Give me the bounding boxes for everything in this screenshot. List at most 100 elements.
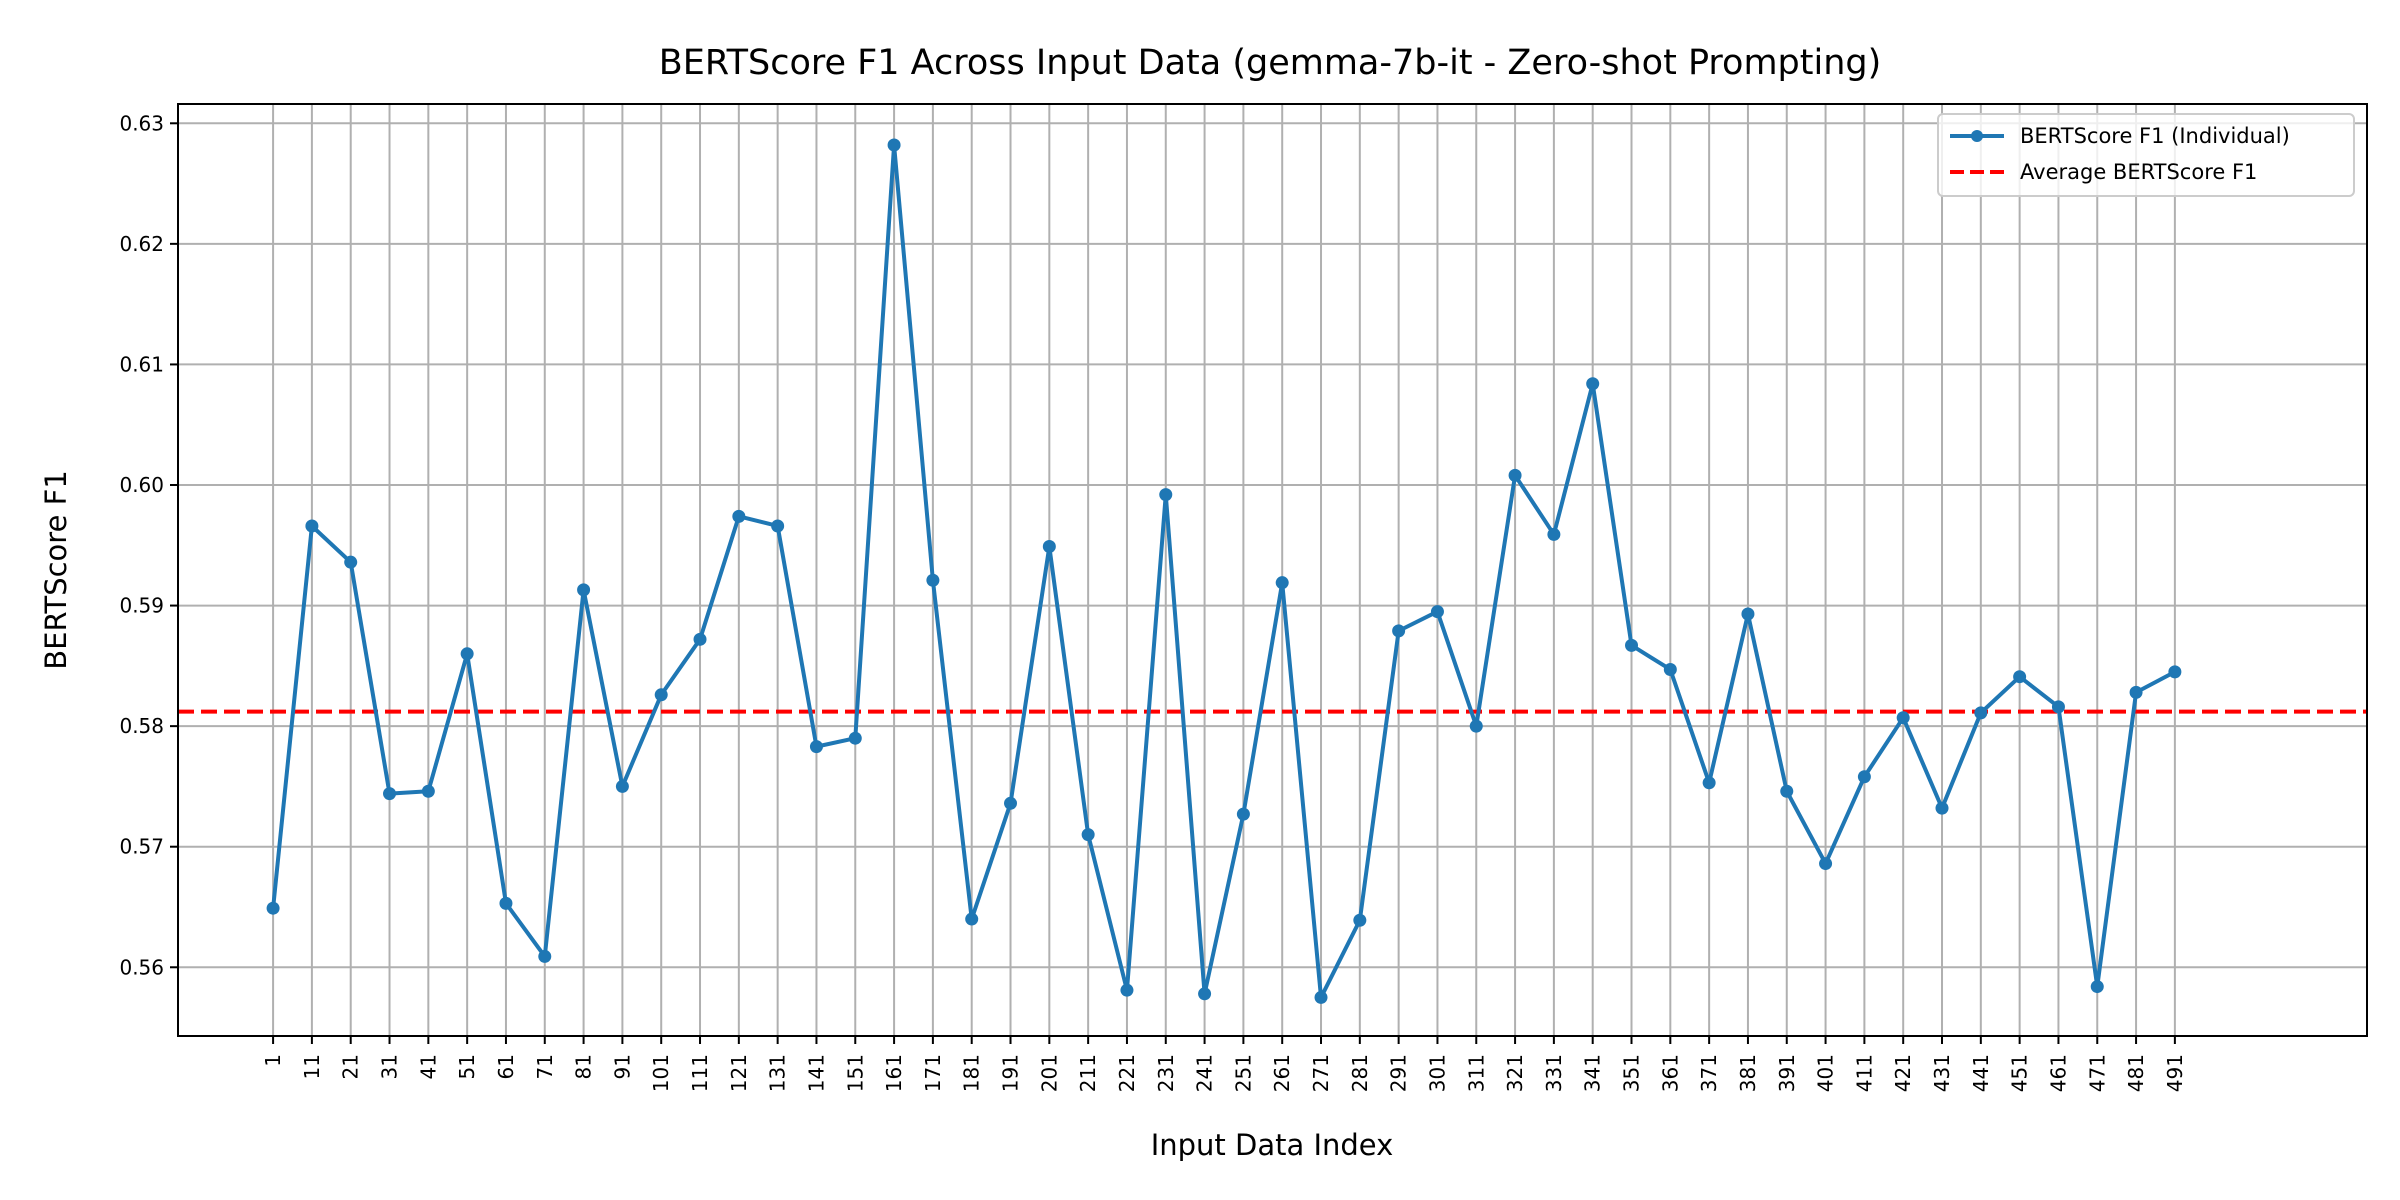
data-point: [926, 573, 940, 587]
data-point: [848, 731, 862, 745]
data-point: [809, 740, 823, 754]
x-tick-label: 471: [2085, 1054, 2109, 1092]
x-tick-label: 491: [2163, 1054, 2187, 1092]
x-tick-label: 11: [300, 1054, 324, 1079]
data-point: [693, 632, 707, 646]
data-point: [2129, 685, 2143, 699]
data-point: [1120, 983, 1134, 997]
x-tick-label: 281: [1348, 1054, 1372, 1092]
data-point: [1198, 987, 1212, 1001]
x-tick-label: 141: [804, 1054, 828, 1092]
data-point: [344, 555, 358, 569]
y-tick-label: 0.59: [119, 594, 164, 618]
y-tick-label: 0.57: [119, 835, 164, 859]
data-point: [421, 784, 435, 798]
y-tick-label: 0.62: [119, 232, 164, 256]
data-point: [1702, 776, 1716, 790]
data-point: [1430, 605, 1444, 619]
data-point: [1547, 527, 1561, 541]
x-tick-label: 351: [1620, 1054, 1644, 1092]
data-point: [1857, 770, 1871, 784]
legend-label-individual: BERTScore F1 (Individual): [2020, 124, 2290, 148]
data-point: [577, 583, 591, 597]
data-point: [1935, 801, 1949, 815]
data-point: [499, 896, 513, 910]
y-axis-ticks: 0.56 0.57 0.58 0.59 0.60 0.61 0.62 0.63: [119, 111, 178, 979]
x-tick-label: 481: [2124, 1054, 2148, 1092]
x-tick-label: 221: [1115, 1054, 1139, 1092]
data-point: [1392, 624, 1406, 638]
x-tick-label: 51: [455, 1054, 479, 1079]
x-tick-label: 311: [1464, 1054, 1488, 1092]
y-tick-label: 0.63: [119, 111, 164, 135]
data-point: [1819, 857, 1833, 871]
data-point: [2013, 670, 2027, 684]
x-tick-label: 271: [1309, 1054, 1333, 1092]
x-tick-label: 461: [2046, 1054, 2070, 1092]
data-point: [2168, 665, 2182, 679]
y-tick-label: 0.56: [119, 955, 164, 979]
x-tick-label: 101: [649, 1054, 673, 1092]
grid: [178, 104, 2367, 1036]
data-point: [1741, 607, 1755, 621]
x-tick-label: 371: [1697, 1054, 1721, 1092]
data-point: [2090, 980, 2104, 994]
legend-box: [1937, 113, 2355, 197]
data-point: [771, 519, 785, 533]
data-point: [383, 787, 397, 801]
x-tick-label: 331: [1542, 1054, 1566, 1092]
x-tick-label: 401: [1814, 1054, 1838, 1092]
x-tick-label: 161: [882, 1054, 906, 1092]
data-point: [266, 901, 280, 915]
x-tick-label: 31: [378, 1054, 402, 1079]
data-point: [1159, 488, 1173, 502]
x-tick-label: 391: [1775, 1054, 1799, 1092]
series-line-individual: [271, 142, 2176, 1000]
x-tick-label: 1: [261, 1054, 285, 1067]
data-point: [1469, 719, 1483, 733]
x-tick-label: 341: [1581, 1054, 1605, 1092]
data-point: [1275, 576, 1289, 590]
x-tick-label: 321: [1503, 1054, 1527, 1092]
x-tick-label: 81: [572, 1054, 596, 1079]
x-tick-label: 91: [610, 1054, 634, 1079]
data-point: [732, 509, 746, 523]
x-tick-label: 291: [1387, 1054, 1411, 1092]
x-tick-label: 241: [1193, 1054, 1217, 1092]
x-tick-label: 171: [921, 1054, 945, 1092]
data-point: [654, 688, 668, 702]
x-tick-label: 201: [1037, 1054, 1061, 1092]
x-tick-label: 211: [1076, 1054, 1100, 1092]
x-tick-label: 411: [1852, 1054, 1876, 1092]
x-tick-label: 61: [494, 1054, 518, 1079]
x-tick-label: 21: [339, 1054, 363, 1079]
data-point: [615, 779, 629, 793]
data-point: [1625, 638, 1639, 652]
data-point: [1508, 468, 1522, 482]
data-point: [1974, 706, 1988, 720]
x-tick-label: 191: [999, 1054, 1023, 1092]
x-tick-label: 151: [843, 1054, 867, 1092]
data-point: [460, 647, 474, 661]
legend-marker-individual: [1971, 130, 1983, 142]
x-tick-label: 121: [727, 1054, 751, 1092]
x-tick-label: 131: [766, 1054, 790, 1092]
legend: BERTScore F1 (Individual) Average BERTSc…: [1937, 113, 2355, 197]
data-point: [1236, 807, 1250, 821]
data-point: [1586, 377, 1600, 391]
data-point: [1896, 711, 1910, 725]
y-tick-label: 0.58: [119, 714, 164, 738]
x-tick-label: 111: [688, 1054, 712, 1092]
legend-label-average: Average BERTScore F1: [2020, 160, 2257, 184]
x-tick-label: 451: [2008, 1054, 2032, 1092]
x-tick-label: 431: [1930, 1054, 1954, 1092]
data-point: [1780, 784, 1794, 798]
y-tick-label: 0.61: [119, 352, 164, 376]
data-point: [1004, 796, 1018, 810]
x-tick-label: 381: [1736, 1054, 1760, 1092]
data-point: [2051, 700, 2065, 714]
data-point: [538, 949, 552, 963]
chart-title: BERTScore F1 Across Input Data (gemma-7b…: [659, 43, 1882, 83]
data-point: [887, 138, 901, 152]
